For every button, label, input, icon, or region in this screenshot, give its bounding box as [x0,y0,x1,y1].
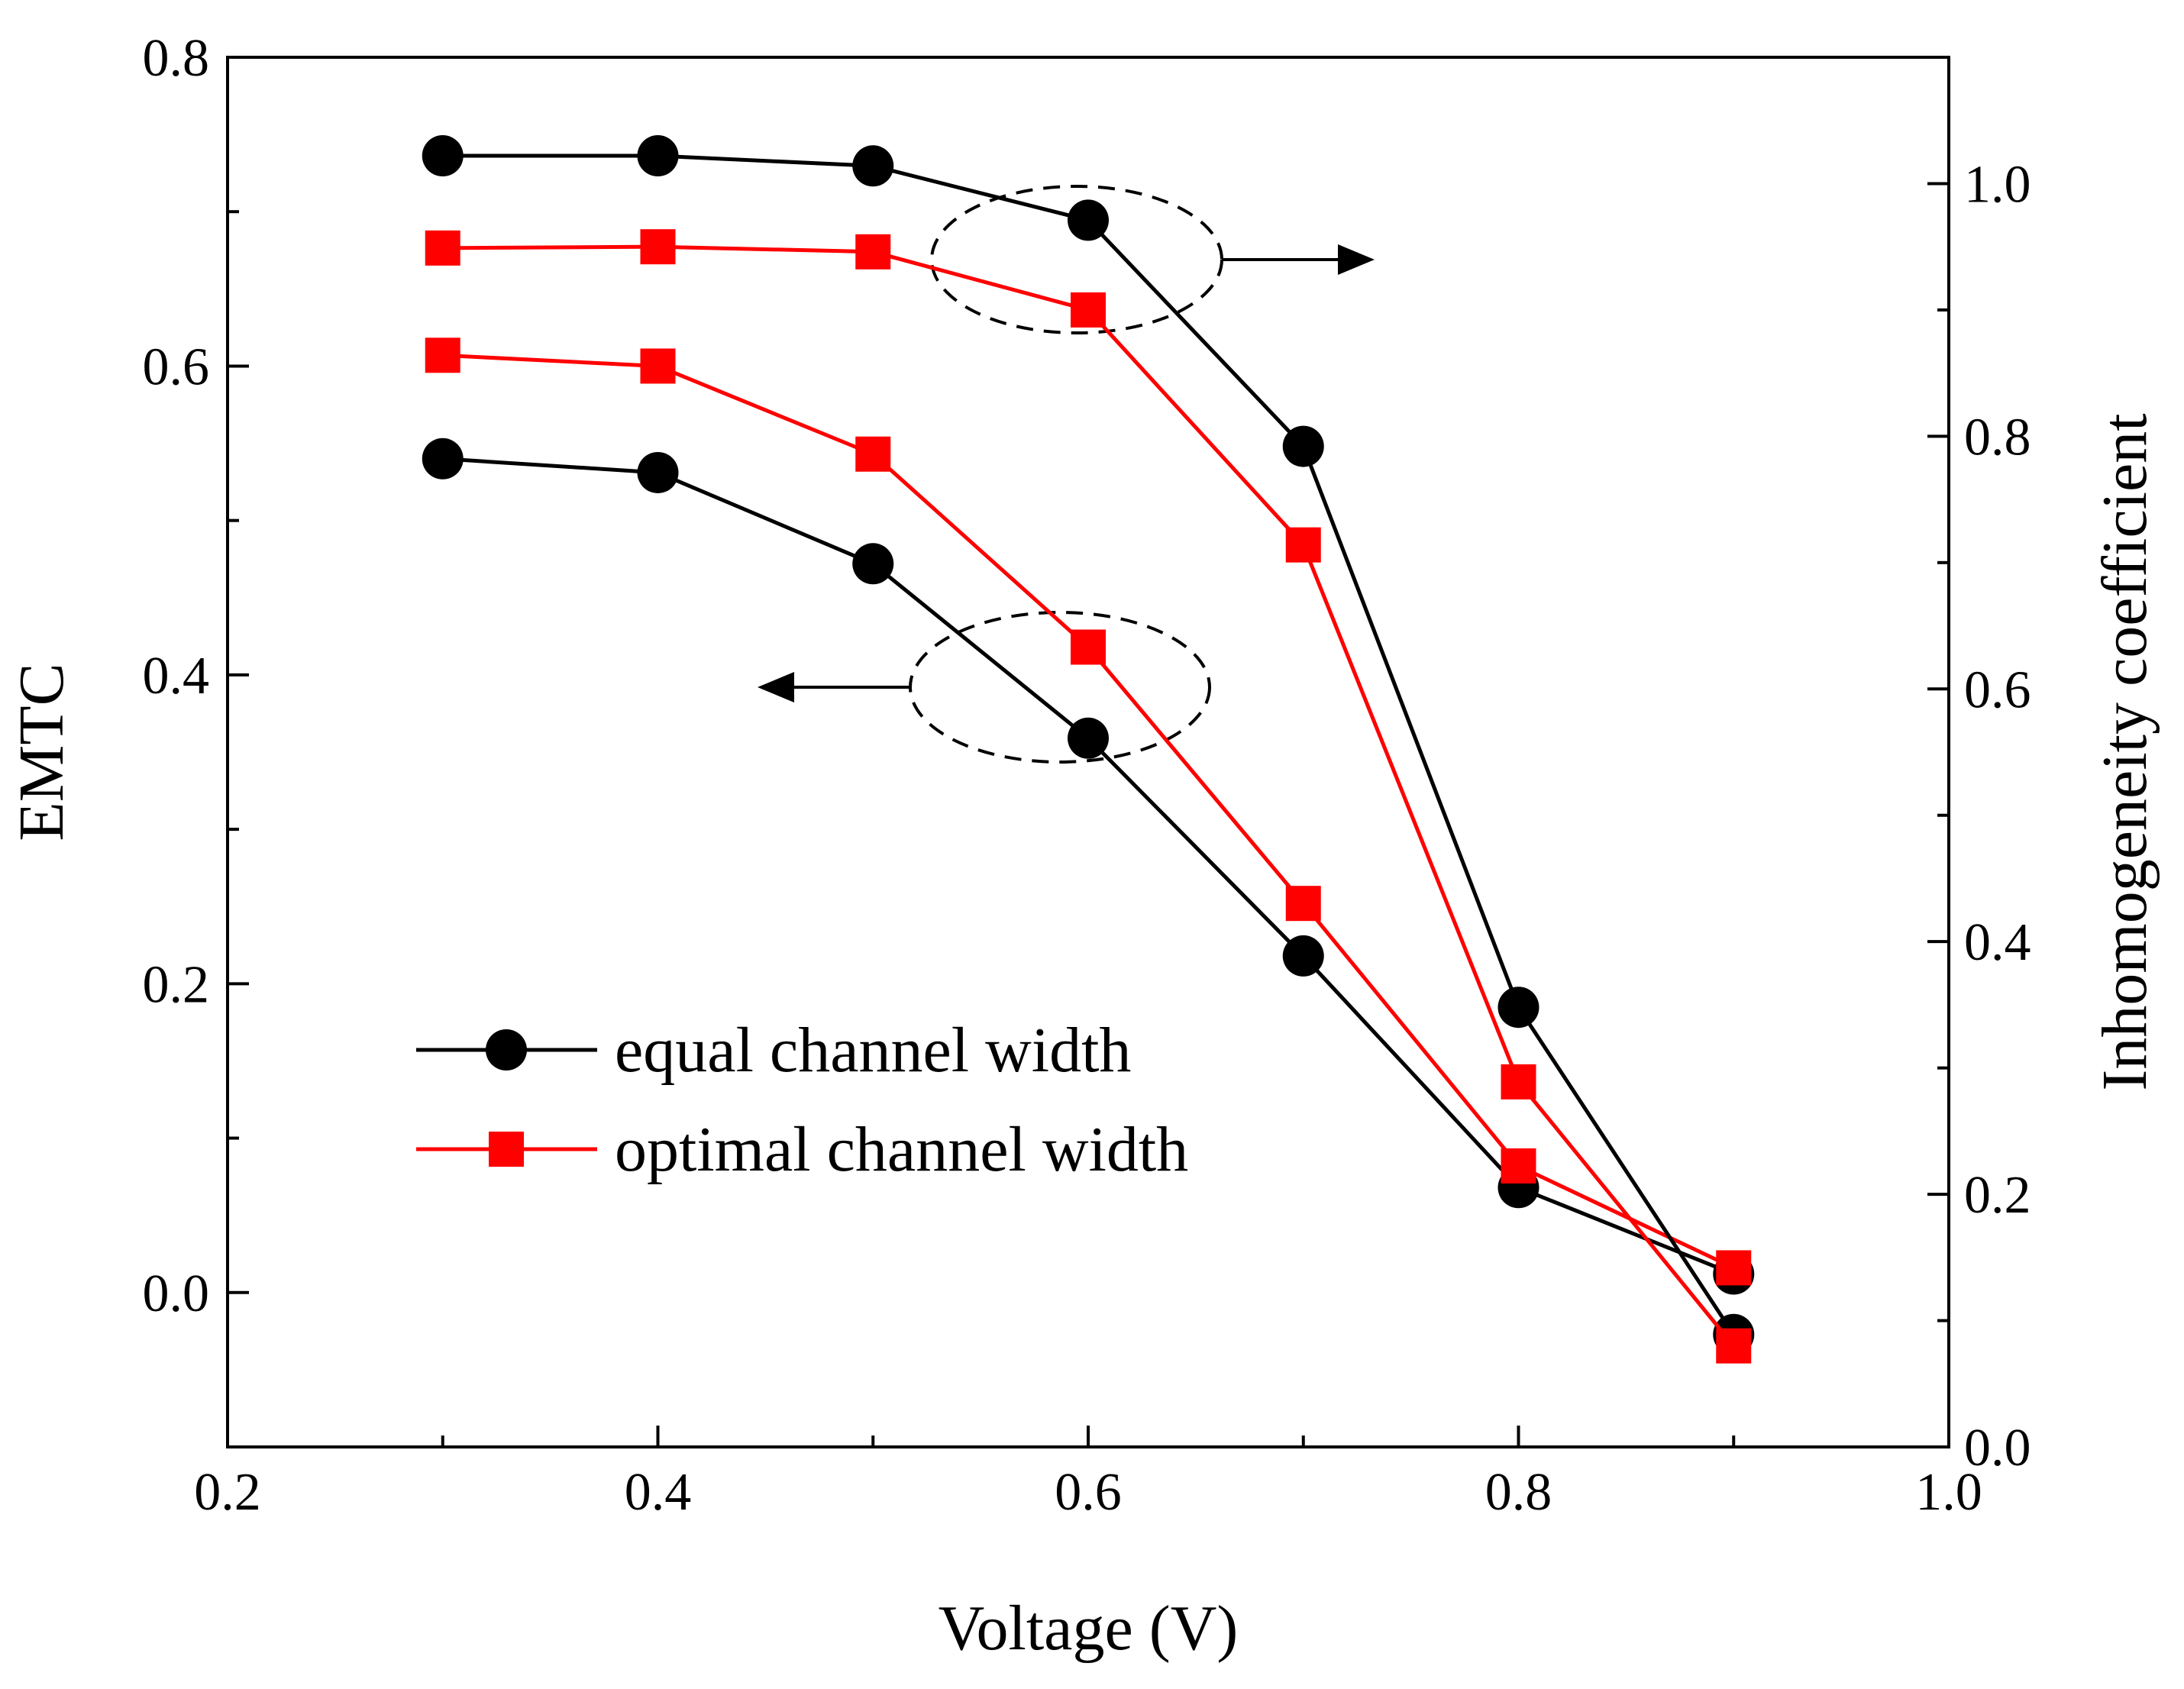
y-left-tick-label: 0.2 [143,955,210,1014]
y-right-tick-labels: 0.0 0.2 0.4 0.6 0.8 1.0 [1964,155,2031,1477]
series-layer [422,135,1755,1364]
data-point [1716,1250,1752,1286]
legend-label: equal channel width [615,1015,1131,1086]
y-right-tick-label: 0.4 [1964,913,2031,972]
x-tick-label: 0.2 [194,1463,261,1522]
data-point [425,230,460,266]
annotation-arrow-right-head [1338,244,1375,275]
x-axis-title: Voltage (V) [939,1593,1239,1664]
legend-marker [486,1029,527,1071]
data-point [1068,717,1109,759]
legend-label: optimal channel width [615,1114,1188,1185]
data-point [640,348,676,384]
series-equal-right [422,135,1755,1355]
y-right-tick-label: 0.6 [1964,660,2031,719]
data-point [1071,629,1106,665]
y-right-tick-label: 1.0 [1964,155,2031,214]
data-point [637,451,679,493]
data-point [425,337,460,373]
data-point [1501,1064,1536,1100]
x-tick-label: 0.8 [1485,1463,1552,1522]
data-point [1285,527,1321,563]
x-tick-labels: 0.2 0.4 0.6 0.8 1.0 [194,1463,1982,1522]
data-point [1282,935,1324,977]
y-left-tick-label: 0.4 [143,647,210,706]
data-point [1285,886,1321,922]
y-left-tick-label: 0.0 [143,1264,210,1323]
y-left-tick-label: 0.8 [143,29,210,88]
annotations [758,185,1375,764]
data-point [855,234,891,270]
data-point [1716,1328,1752,1364]
x-tick-label: 1.0 [1915,1463,1982,1522]
data-point [852,543,894,585]
y-right-tick-label: 0.0 [1964,1419,2031,1477]
y-left-tick-label: 0.6 [143,337,210,396]
data-point [1068,199,1109,241]
data-point [422,135,464,177]
data-point [855,436,891,472]
data-point [1282,425,1324,467]
legend-item-equal: equal channel width [416,1015,1131,1086]
annotation-arrow-left-head [758,672,794,702]
x-tick-label: 0.6 [1055,1463,1122,1522]
data-point [852,145,894,187]
series-optimal-right [425,229,1752,1364]
y-right-axis-title: Inhomogeneity coefficient [2089,413,2160,1090]
legend-marker [489,1132,524,1167]
y-left-tick-labels: 0.0 0.2 0.4 0.6 0.8 [143,29,210,1323]
data-point [640,229,676,265]
legend-item-optimal: optimal channel width [416,1114,1188,1185]
y-right-tick-label: 0.8 [1964,408,2031,467]
x-tick-label: 0.4 [625,1463,692,1522]
data-point [1071,292,1106,328]
y-right-tick-label: 0.2 [1964,1166,2031,1225]
data-point [637,135,679,177]
data-point [422,438,464,480]
data-point [1497,987,1539,1029]
series-optimal-left [425,337,1752,1286]
data-point [1501,1148,1536,1184]
y-left-axis-title: EMTC [6,663,77,841]
axis-ticks [226,56,1950,1448]
legend: equal channel width optimal channel width [416,1015,1188,1185]
